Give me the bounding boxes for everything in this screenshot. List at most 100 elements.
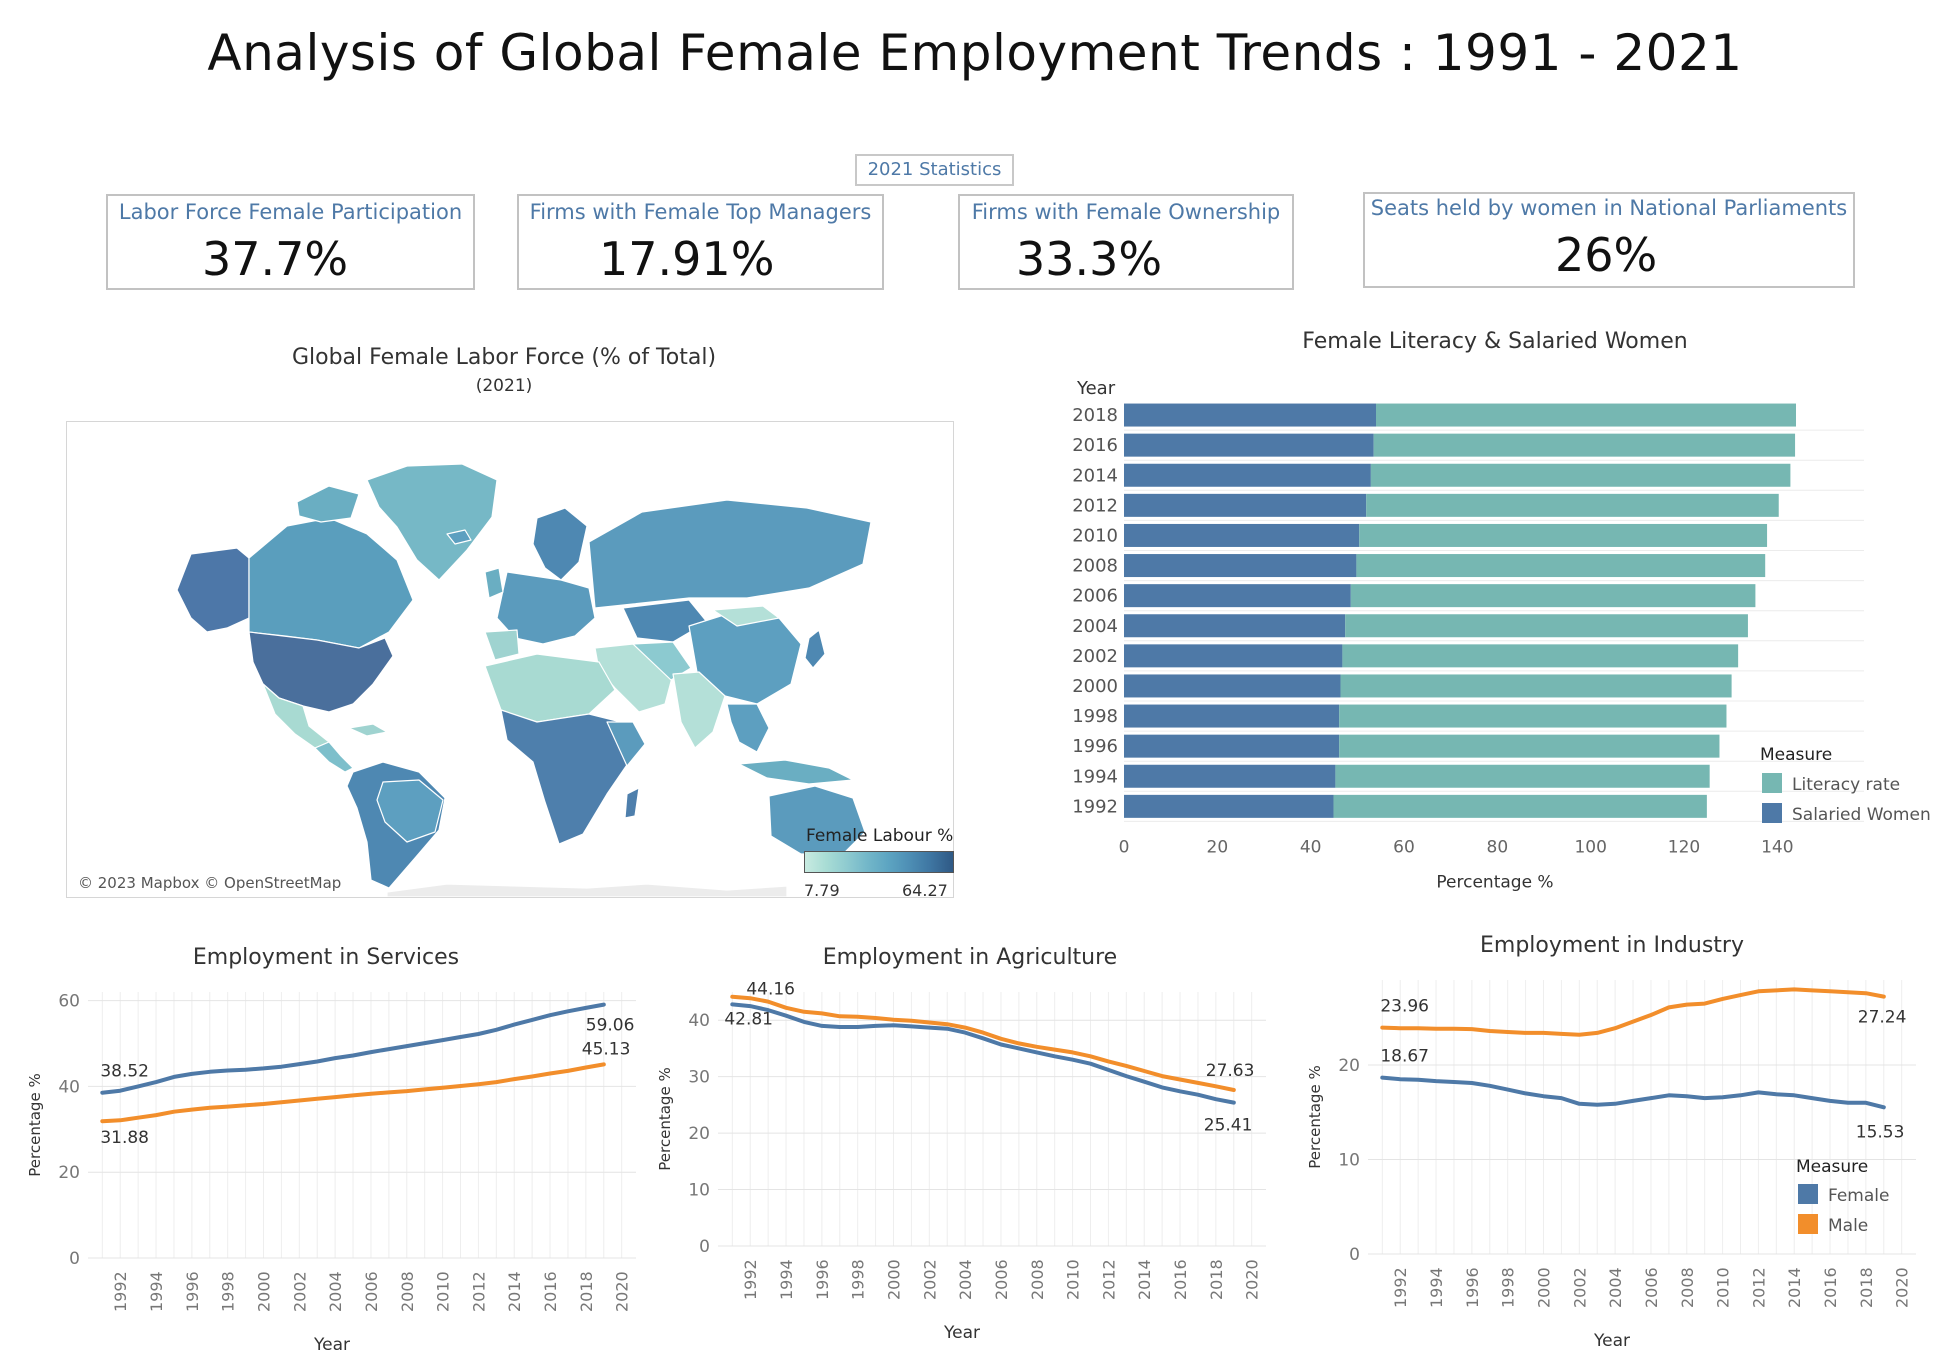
bar-literacy-rate-1992[interactable] xyxy=(1333,794,1707,818)
line-data-label: 42.81 xyxy=(724,1009,773,1029)
map-legend-color-scale xyxy=(804,851,954,873)
line-x-tick-label: 2000 xyxy=(1535,1267,1554,1308)
bar-legend-swatch[interactable] xyxy=(1762,803,1782,823)
line-x-tick-label: 2018 xyxy=(577,1271,596,1312)
bar-category-label: 2004 xyxy=(1072,616,1118,637)
bar-category-label: 1996 xyxy=(1072,736,1118,757)
bar-literacy-rate-1998[interactable] xyxy=(1339,704,1727,728)
bar-legend-swatch[interactable] xyxy=(1762,773,1782,793)
map-arctic-islands xyxy=(296,485,360,523)
line-chart-title: Employment in Industry xyxy=(1480,933,1744,958)
line-x-tick-label: 1996 xyxy=(183,1271,202,1312)
bar-salaried-women-1998[interactable] xyxy=(1124,704,1340,728)
bar-literacy-rate-2004[interactable] xyxy=(1345,614,1748,638)
line-x-tick-label: 1994 xyxy=(777,1259,796,1300)
bar-salaried-women-2000[interactable] xyxy=(1124,674,1341,698)
line-series-male[interactable] xyxy=(100,1062,606,1124)
line-x-tick-label: 2004 xyxy=(956,1259,975,1300)
line-x-tick-label: 2012 xyxy=(1749,1267,1768,1308)
map-credit: © 2023 Mapbox © OpenStreetMap xyxy=(78,874,342,892)
bar-x-tick-label: 100 xyxy=(1574,837,1606,857)
kpi-card-female-ownership[interactable]: Firms with Female Ownership 33.3% xyxy=(958,194,1294,290)
bar-literacy-rate-2012[interactable] xyxy=(1366,493,1779,517)
line-x-tick-label: 2004 xyxy=(1606,1267,1625,1308)
bar-literacy-rate-1994[interactable] xyxy=(1335,764,1710,788)
line-x-tick-label: 1994 xyxy=(147,1271,166,1312)
bar-literacy-rate-2006[interactable] xyxy=(1350,584,1756,608)
bar-literacy-rate-2000[interactable] xyxy=(1340,674,1732,698)
line-x-tick-label: 2002 xyxy=(920,1259,939,1300)
line-legend-swatch[interactable] xyxy=(1798,1214,1818,1234)
kpi-value: 37.7% xyxy=(202,232,349,286)
bar-salaried-women-2010[interactable] xyxy=(1124,523,1360,547)
bar-salaried-women-1996[interactable] xyxy=(1124,734,1340,758)
map-canada xyxy=(248,517,414,649)
kpi-label: Seats held by women in National Parliame… xyxy=(1370,196,1848,220)
bar-literacy-rate-2008[interactable] xyxy=(1356,554,1766,578)
services-chart[interactable]: Employment in Services 0 20 40 60 Percentage … xyxy=(20,930,660,1350)
line-y-tick-label: 20 xyxy=(58,1163,80,1183)
bar-salaried-women-2012[interactable] xyxy=(1124,493,1367,517)
line-legend-label: Male xyxy=(1828,1216,1868,1236)
line-series-male[interactable] xyxy=(1380,987,1886,1037)
map-central-africa xyxy=(500,709,634,845)
line-y-tick-label: 10 xyxy=(1338,1151,1360,1171)
line-chart-ylabel: Percentage % xyxy=(26,1073,44,1176)
map-antarctica xyxy=(386,883,788,898)
bar-literacy-rate-2018[interactable] xyxy=(1376,403,1796,427)
world-map[interactable] xyxy=(66,421,954,898)
line-x-tick-label: 2012 xyxy=(469,1271,488,1312)
line-x-tick-label: 2016 xyxy=(1821,1267,1840,1308)
agriculture-chart[interactable]: Employment in Agriculture 0 10 20 30 40 Percen… xyxy=(650,930,1290,1350)
line-x-tick-label: 2008 xyxy=(398,1271,417,1312)
bar-category-label: 2018 xyxy=(1072,405,1118,426)
line-x-tick-label: 2006 xyxy=(992,1259,1011,1300)
bar-x-tick-label: 60 xyxy=(1393,837,1415,857)
line-x-tick-label: 2020 xyxy=(1893,1267,1912,1308)
bar-salaried-women-2002[interactable] xyxy=(1124,644,1343,668)
bar-literacy-rate-2002[interactable] xyxy=(1342,644,1739,668)
bar-literacy-rate-2010[interactable] xyxy=(1359,523,1768,547)
map-europe xyxy=(496,571,596,645)
line-data-label: 59.06 xyxy=(586,1016,635,1036)
bar-salaried-women-1994[interactable] xyxy=(1124,764,1336,788)
bar-x-tick-label: 0 xyxy=(1119,837,1130,857)
kpi-label: Labor Force Female Participation xyxy=(118,200,463,224)
dashboard-title: Analysis of Global Female Employment Tre… xyxy=(207,24,1743,82)
line-series-male[interactable] xyxy=(730,994,1236,1092)
line-series-female[interactable] xyxy=(100,1002,606,1095)
line-x-tick-label: 2010 xyxy=(1064,1259,1083,1300)
line-x-tick-label: 1998 xyxy=(849,1259,868,1300)
stats-section-label[interactable]: 2021 Statistics xyxy=(855,154,1014,186)
kpi-value: 33.3% xyxy=(1016,232,1163,286)
industry-chart[interactable]: Employment in Industry 0 10 20 Percentage % 1… xyxy=(1300,910,1940,1350)
line-x-tick-label: 1998 xyxy=(1499,1267,1518,1308)
line-y-tick-label: 40 xyxy=(688,1011,710,1031)
literacy-salaried-chart[interactable]: Female Literacy & Salaried Women Year 2018… xyxy=(1060,320,1940,900)
line-series-female[interactable] xyxy=(730,1002,1236,1105)
line-x-tick-label: 2010 xyxy=(1714,1267,1733,1308)
world-map-svg xyxy=(176,463,898,898)
map-east-africa xyxy=(606,721,646,767)
bar-salaried-women-1992[interactable] xyxy=(1124,794,1334,818)
map-iceland xyxy=(446,529,472,545)
map-australia xyxy=(768,785,866,855)
bar-salaried-women-2006[interactable] xyxy=(1124,584,1351,608)
kpi-card-parliament-seats[interactable]: Seats held by women in National Parliame… xyxy=(1363,192,1855,288)
line-legend-swatch[interactable] xyxy=(1798,1184,1818,1204)
bar-salaried-women-2018[interactable] xyxy=(1124,403,1376,427)
bar-salaried-women-2004[interactable] xyxy=(1124,614,1346,638)
map-scandinavia xyxy=(532,507,588,581)
kpi-card-labor-force[interactable]: Labor Force Female Participation 37.7% xyxy=(106,194,475,290)
bar-salaried-women-2008[interactable] xyxy=(1124,554,1357,578)
bar-literacy-rate-1996[interactable] xyxy=(1339,734,1720,758)
map-japan xyxy=(804,629,826,669)
bar-literacy-rate-2014[interactable] xyxy=(1370,463,1791,487)
kpi-card-top-managers[interactable]: Firms with Female Top Managers 17.91% xyxy=(517,194,884,290)
line-series-female[interactable] xyxy=(1380,1075,1886,1110)
bar-salaried-women-2016[interactable] xyxy=(1124,433,1374,457)
line-legend-label: Female xyxy=(1828,1186,1889,1206)
bar-literacy-rate-2016[interactable] xyxy=(1373,433,1796,457)
bar-salaried-women-2014[interactable] xyxy=(1124,463,1371,487)
map-iran xyxy=(632,641,692,681)
